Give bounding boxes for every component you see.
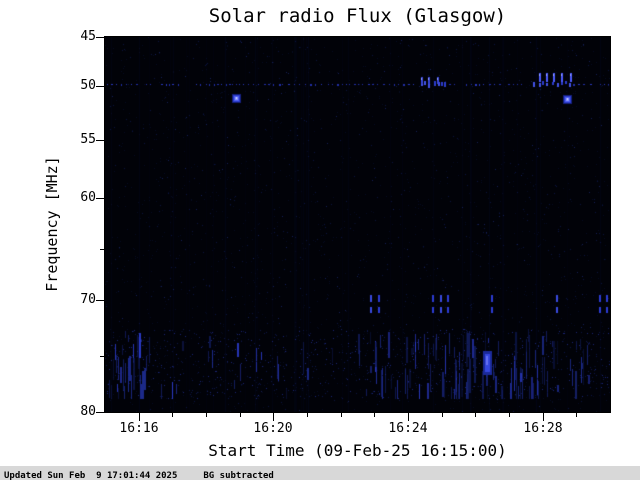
y-tick-mark xyxy=(96,300,104,301)
y-tick-mark xyxy=(96,412,104,413)
x-minor-tick-mark xyxy=(442,413,443,417)
x-minor-tick-mark xyxy=(509,413,510,417)
x-minor-tick-mark xyxy=(172,413,173,417)
y-axis-label: Frequency [MHz] xyxy=(43,156,61,292)
y-tick-label: 80 xyxy=(80,404,96,419)
x-tick-mark xyxy=(273,413,274,421)
x-tick-label: 16:20 xyxy=(253,421,293,436)
x-minor-tick-mark xyxy=(374,413,375,417)
spectrogram-canvas xyxy=(105,37,610,412)
bg-subtracted-note: BG subtracted xyxy=(203,471,274,481)
y-tick-mark xyxy=(96,37,104,38)
plot-area xyxy=(104,36,611,413)
x-minor-tick-mark xyxy=(576,413,577,417)
update-timestamp: Updated Sun Feb 9 17:01:44 2025 xyxy=(4,471,178,481)
footer-bar: Updated Sun Feb 9 17:01:44 2025 BG subtra… xyxy=(0,466,640,481)
x-axis-label: Start Time (09-Feb-25 16:15:00) xyxy=(208,441,507,460)
x-tick-label: 16:16 xyxy=(119,421,159,436)
x-minor-tick-mark xyxy=(341,413,342,417)
y-tick-label: 55 xyxy=(80,132,96,147)
x-minor-tick-mark xyxy=(475,413,476,417)
x-tick-label: 16:24 xyxy=(388,421,428,436)
x-minor-tick-mark xyxy=(307,413,308,417)
x-minor-tick-mark xyxy=(206,413,207,417)
y-minor-tick-mark xyxy=(100,249,104,250)
x-tick-mark xyxy=(543,413,544,421)
y-tick-label: 50 xyxy=(80,78,96,93)
y-tick-label: 45 xyxy=(80,29,96,44)
chart-title: Solar radio Flux (Glasgow) xyxy=(208,5,507,27)
y-tick-mark xyxy=(96,140,104,141)
x-tick-mark xyxy=(139,413,140,421)
x-minor-tick-mark xyxy=(240,413,241,417)
y-tick-label: 60 xyxy=(80,190,96,205)
y-tick-mark xyxy=(96,198,104,199)
y-tick-label: 70 xyxy=(80,292,96,307)
y-tick-mark xyxy=(96,86,104,87)
x-tick-label: 16:28 xyxy=(523,421,563,436)
y-minor-tick-mark xyxy=(100,356,104,357)
x-tick-mark xyxy=(408,413,409,421)
